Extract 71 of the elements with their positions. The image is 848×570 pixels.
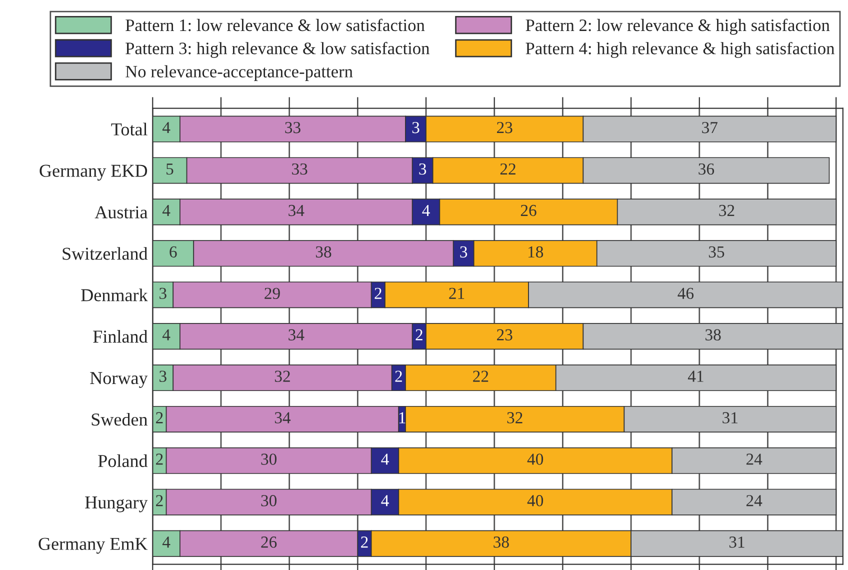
y-tick-label: Poland bbox=[98, 454, 148, 468]
data-label: 26 bbox=[520, 204, 536, 216]
y-tick-label: Finland bbox=[93, 330, 148, 343]
data-label: 31 bbox=[729, 536, 744, 548]
data-label: 24 bbox=[746, 495, 762, 506]
legend-label: Pattern 1: low relevance & low satisfaction bbox=[126, 18, 425, 32]
data-label: 32 bbox=[274, 370, 290, 382]
data-label: 23 bbox=[497, 122, 512, 134]
data-label: 4 bbox=[162, 204, 170, 216]
legend-label: Pattern 4: high relevance & high satisfaction bbox=[526, 42, 835, 58]
data-label: 22 bbox=[473, 370, 488, 382]
data-label: 26 bbox=[261, 536, 277, 548]
data-label: 40 bbox=[527, 495, 544, 506]
data-label: 40 bbox=[527, 454, 544, 465]
data-label: 18 bbox=[528, 246, 544, 258]
data-label: 6 bbox=[170, 246, 177, 258]
data-label: 32 bbox=[507, 412, 522, 424]
data-label: 35 bbox=[708, 246, 724, 258]
data-label: 46 bbox=[678, 288, 694, 300]
y-tick-label: Denmark bbox=[81, 288, 148, 302]
data-label: 2 bbox=[156, 495, 163, 506]
data-label: 2 bbox=[395, 370, 402, 382]
data-label: 4 bbox=[162, 536, 170, 548]
data-label: 37 bbox=[702, 122, 718, 134]
data-label: 3 bbox=[160, 288, 166, 300]
data-label: 24 bbox=[746, 454, 762, 465]
data-label: 3 bbox=[419, 163, 426, 175]
y-tick-label: Sweden bbox=[92, 412, 148, 426]
data-label: 30 bbox=[261, 454, 277, 465]
y-tick-label: Switzerland bbox=[62, 247, 148, 260]
data-label: 5 bbox=[166, 164, 174, 175]
y-tick-label: Hungary bbox=[85, 496, 148, 512]
data-label: 23 bbox=[497, 329, 512, 340]
data-label: 2 bbox=[156, 412, 163, 424]
data-label: 41 bbox=[688, 370, 704, 382]
data-label: 1 bbox=[399, 412, 406, 424]
data-label: 31 bbox=[722, 412, 738, 424]
data-label: 36 bbox=[698, 163, 714, 175]
y-tick-label: Norway bbox=[90, 372, 148, 388]
data-label: 2 bbox=[361, 536, 368, 548]
data-label: 4 bbox=[422, 204, 430, 216]
data-label: 3 bbox=[460, 246, 468, 258]
data-label: 2 bbox=[374, 288, 382, 299]
data-label: 33 bbox=[292, 163, 308, 175]
data-label: 4 bbox=[381, 454, 389, 465]
y-tick-label: Germany EKD bbox=[40, 164, 148, 181]
data-label: 38 bbox=[494, 536, 509, 548]
y-tick-label: Total bbox=[111, 122, 148, 136]
data-label: 22 bbox=[500, 163, 516, 174]
data-label: 33 bbox=[285, 122, 300, 134]
legend-label: No relevance-acceptance-pattern bbox=[126, 65, 353, 82]
data-label: 29 bbox=[264, 288, 280, 300]
y-tick-label: Germany EmK bbox=[38, 538, 148, 554]
data-label: 38 bbox=[316, 246, 332, 258]
data-label: 3 bbox=[160, 370, 166, 382]
data-label: 4 bbox=[162, 329, 170, 340]
data-label: 30 bbox=[261, 495, 277, 506]
legend-label: Pattern 2: low relevance & high satisfaction bbox=[526, 18, 830, 35]
data-label: 3 bbox=[412, 122, 420, 134]
data-label: 34 bbox=[274, 412, 291, 424]
legend-label: Pattern 3: high relevance & low satisfaction bbox=[126, 42, 430, 58]
data-label: 2 bbox=[416, 329, 422, 340]
data-label: 38 bbox=[706, 329, 721, 340]
data-label: 4 bbox=[162, 122, 170, 134]
data-label: 21 bbox=[449, 288, 464, 299]
data-label: 32 bbox=[719, 204, 734, 216]
data-label: 34 bbox=[288, 329, 304, 340]
data-label: 4 bbox=[381, 495, 389, 506]
data-label: 2 bbox=[156, 454, 163, 465]
y-tick-label: Austria bbox=[94, 206, 148, 218]
data-label: 34 bbox=[288, 204, 304, 216]
